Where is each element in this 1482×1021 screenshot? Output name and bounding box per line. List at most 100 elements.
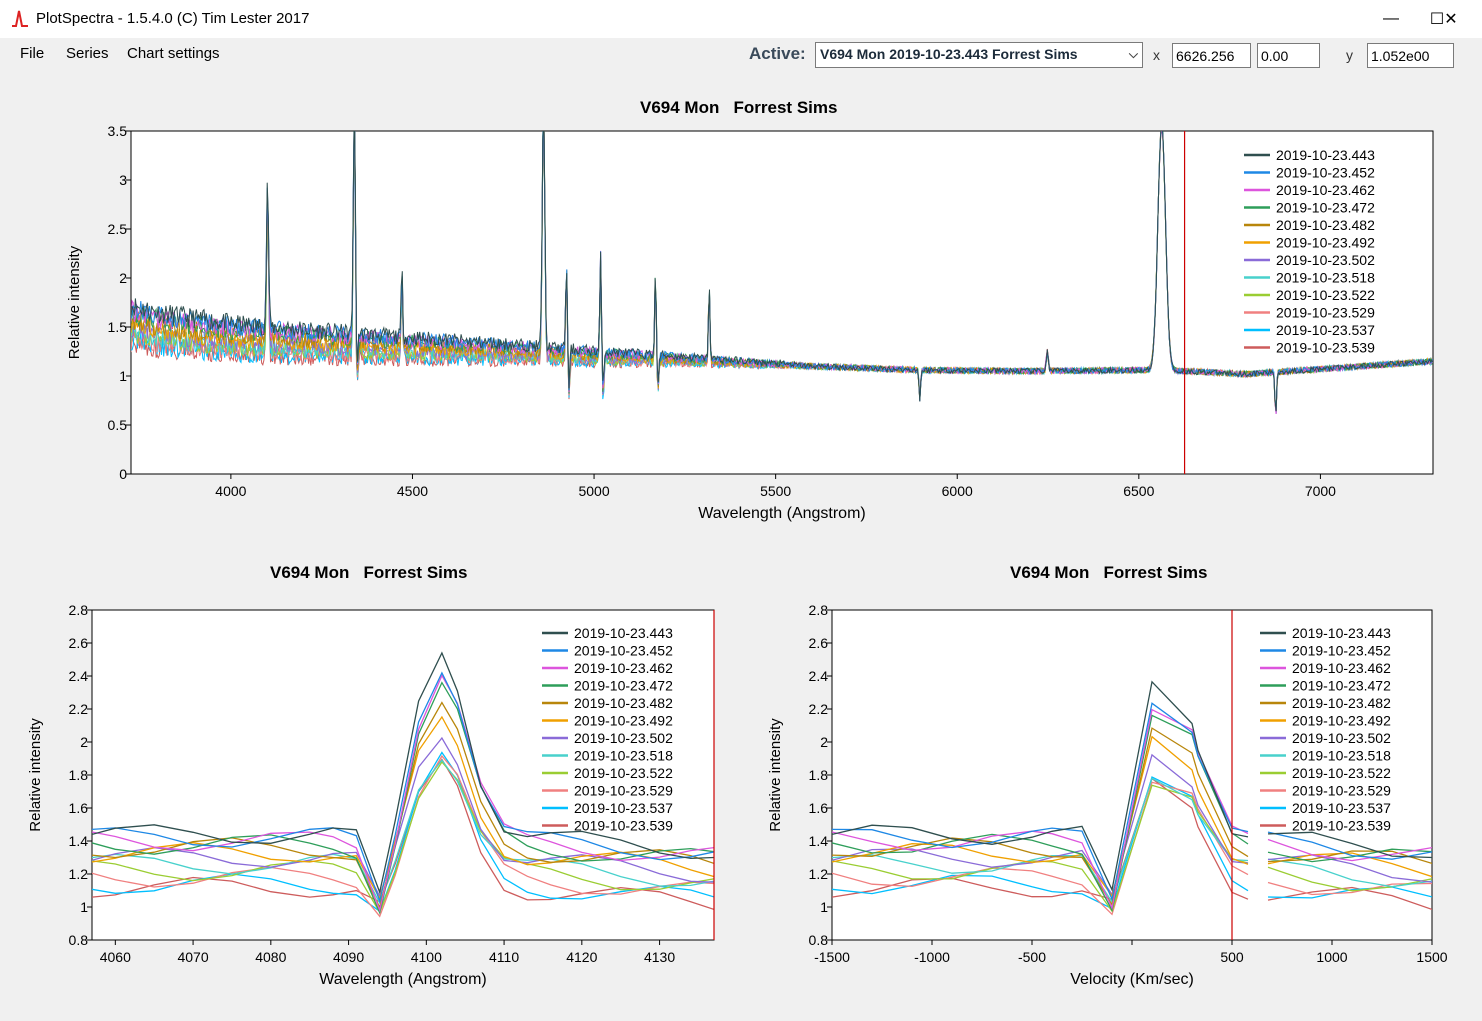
legend-entry: 2019-10-23.452: [1292, 643, 1391, 659]
series-line: [131, 131, 1433, 413]
x-axis-label: Velocity (Km/sec): [1070, 971, 1194, 988]
active-series-dropdown[interactable]: V694 Mon 2019-10-23.443 Forrest Sims ⌵: [815, 42, 1143, 68]
legend-entry: 2019-10-23.472: [1276, 200, 1375, 216]
series-line: [131, 131, 1433, 413]
legend-entry: 2019-10-23.537: [1276, 322, 1375, 338]
legend: 2019-10-23.4432019-10-23.4522019-10-23.4…: [1244, 147, 1375, 356]
legend-entry: 2019-10-23.443: [1276, 147, 1375, 163]
y-axis-label: Relative intensity: [27, 718, 44, 832]
legend-entry: 2019-10-23.443: [574, 625, 673, 641]
series-line: [832, 714, 1432, 912]
menu-file[interactable]: File: [20, 45, 45, 62]
legend-entry: 2019-10-23.537: [574, 800, 673, 816]
chart-2-axes: -1500 -1000 -500 500 1000 1500 0.8 1 1.2 1.4 1.6 1.…: [767, 602, 1448, 988]
series-line: [131, 131, 1433, 411]
x-tick-label: 4500: [397, 483, 428, 499]
series-line: [92, 681, 714, 915]
maximize-button[interactable]: ☐: [1414, 0, 1460, 38]
minimize-button[interactable]: —: [1368, 0, 1414, 38]
legend-entry: 2019-10-23.522: [1292, 765, 1391, 781]
y-tick-label: 2.6: [809, 635, 829, 651]
legend-entry: 2019-10-23.452: [1276, 165, 1375, 181]
window-title: PlotSpectra - 1.5.4.0 (C) Tim Lester 201…: [36, 10, 310, 27]
series-line: [131, 131, 1433, 413]
x-tick-label: 6500: [1123, 483, 1154, 499]
legend-entry: 2019-10-23.522: [574, 765, 673, 781]
close-icon: ✕: [1444, 11, 1458, 28]
legend-entry: 2019-10-23.529: [1292, 783, 1391, 799]
y-label: y: [1346, 47, 1353, 63]
series-line: [131, 131, 1433, 415]
y-tick-label: 2.6: [69, 635, 89, 651]
series-line: [832, 753, 1432, 896]
legend-entry: 2019-10-23.492: [1276, 235, 1375, 251]
x-tick-label: 4000: [215, 483, 246, 499]
x-tick-label: 500: [1220, 949, 1244, 965]
x-tick-label: 1500: [1416, 949, 1447, 965]
x-tick-label: 4080: [255, 949, 286, 965]
series-line: [92, 760, 714, 914]
bottom-right-chart-title: V694 Mon Forrest Sims: [1010, 563, 1208, 582]
legend-entry: 2019-10-23.482: [574, 695, 673, 711]
x2-field[interactable]: [1257, 43, 1320, 68]
y-field[interactable]: [1367, 43, 1454, 68]
y-tick-label: 1.2: [69, 866, 89, 882]
legend-entry: 2019-10-23.472: [1292, 678, 1391, 694]
x-field[interactable]: [1172, 43, 1251, 68]
series-line: [92, 701, 714, 910]
legend-entry: 2019-10-23.462: [1292, 660, 1391, 676]
y-tick-label: 0.8: [69, 932, 89, 948]
y-tick-label: 3: [119, 172, 127, 188]
velocity-series-group: [832, 680, 1432, 916]
chevron-down-icon: ⌵: [1128, 47, 1138, 61]
series-line: [131, 131, 1433, 412]
x-tick-label: -1000: [914, 949, 950, 965]
y-tick-label: 1.2: [809, 866, 829, 882]
series-line: [131, 131, 1433, 414]
y-tick-label: 2.5: [108, 221, 128, 237]
series-line: [92, 715, 714, 901]
legend-entry: 2019-10-23.443: [1292, 625, 1391, 641]
legend-entry: 2019-10-23.522: [1276, 287, 1375, 303]
x-tick-label: 4130: [644, 949, 675, 965]
legend-entry: 2019-10-23.462: [1276, 182, 1375, 198]
legend-entry: 2019-10-23.518: [1292, 748, 1391, 764]
menu-chart-settings[interactable]: Chart settings: [127, 45, 220, 62]
legend: 2019-10-23.4432019-10-23.4522019-10-23.4…: [1260, 625, 1391, 834]
y-tick-label: 0: [119, 466, 127, 482]
x-tick-label: 5500: [760, 483, 791, 499]
legend-entry: 2019-10-23.502: [1292, 730, 1391, 746]
app-icon: [10, 8, 30, 28]
legend-entry: 2019-10-23.502: [574, 730, 673, 746]
active-label: Active:: [749, 44, 806, 63]
series-line: [832, 781, 1432, 916]
x-tick-label: -1500: [814, 949, 850, 965]
series-line: [92, 651, 714, 895]
x-tick-label: 4100: [411, 949, 442, 965]
x-tick-label: 5000: [578, 483, 609, 499]
active-series-value: V694 Mon 2019-10-23.443 Forrest Sims: [820, 46, 1078, 62]
y-tick-label: 1.8: [809, 767, 829, 783]
series-line: [92, 754, 714, 918]
series-line: [832, 680, 1432, 892]
close-button[interactable]: ✕: [1428, 0, 1474, 38]
top-chart-title: V694 Mon Forrest Sims: [640, 98, 838, 117]
series-line: [92, 671, 714, 904]
series-line: [92, 751, 714, 913]
x-axis-label: Wavelength (Angstrom): [698, 505, 865, 522]
y-tick-label: 0.5: [108, 417, 128, 433]
menu-series[interactable]: Series: [66, 45, 109, 62]
menu-bar: File Series Chart settings: [0, 38, 1482, 70]
legend-entry: 2019-10-23.502: [1276, 252, 1375, 268]
y-tick-label: 2: [119, 270, 127, 286]
y-tick-label: 1: [80, 899, 88, 915]
series-line: [131, 131, 1433, 410]
series-line: [832, 708, 1432, 911]
x-tick-label: 7000: [1305, 483, 1336, 499]
title-bar: PlotSpectra - 1.5.4.0 (C) Tim Lester 201…: [0, 0, 1482, 38]
series-line: [832, 735, 1432, 898]
series-line: [131, 131, 1433, 410]
y-tick-label: 2.2: [809, 701, 829, 717]
y-tick-label: 1.4: [69, 833, 89, 849]
